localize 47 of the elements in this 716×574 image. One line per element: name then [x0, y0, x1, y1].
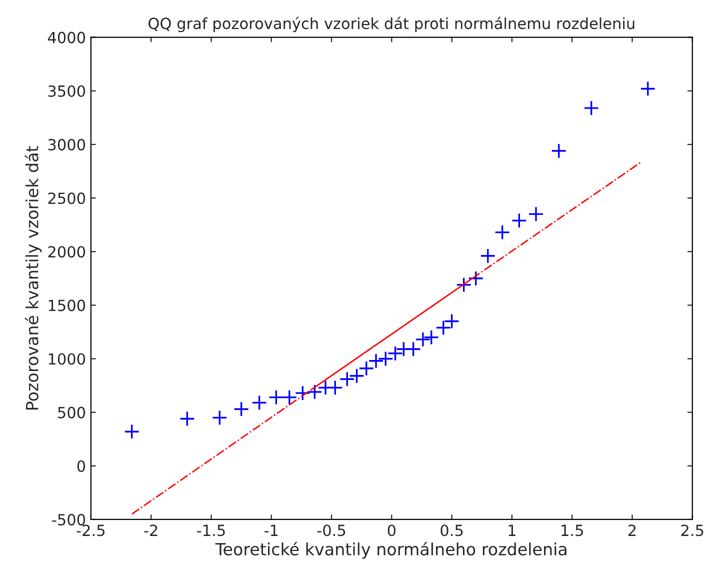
point — [424, 330, 440, 346]
x-tick-label: 0 — [388, 524, 396, 536]
point — [468, 270, 484, 286]
point — [234, 401, 250, 417]
y-tick-label: 4000 — [48, 32, 86, 44]
y-tick-label: 1500 — [48, 300, 86, 312]
x-tick-label: -1.5 — [197, 524, 225, 536]
y-tick-label: 0 — [77, 460, 86, 472]
y-tick-label: -500 — [52, 514, 86, 526]
point — [306, 384, 322, 400]
point — [179, 410, 195, 427]
x-axis-title: Teoretické kvantily normálneho rozdelenia — [215, 542, 566, 559]
point — [268, 390, 284, 406]
x-tick-label: 2 — [628, 524, 636, 536]
point — [327, 380, 343, 396]
x-tick-label: 2.5 — [681, 524, 704, 536]
x-tick-label: -2.5 — [76, 524, 105, 536]
point — [584, 100, 600, 116]
y-axis-title: Pozorované kvantily vzoriek dát — [24, 146, 42, 410]
point — [456, 277, 472, 293]
y-tick-label: 500 — [58, 406, 86, 418]
x-tick-label: -0.5 — [317, 524, 346, 536]
y-tick-label: 2000 — [48, 246, 86, 258]
point — [406, 341, 422, 357]
x-tick-label: 1.5 — [562, 524, 583, 536]
point — [415, 332, 431, 348]
point — [252, 394, 268, 410]
x-tick-label: 1 — [508, 524, 516, 536]
point — [294, 385, 310, 401]
point — [528, 206, 544, 222]
x-tick-label: 0.5 — [440, 524, 463, 536]
y-tick-label: 2500 — [48, 192, 86, 204]
point — [511, 212, 527, 228]
point — [551, 143, 567, 159]
chart-title: QQ graf pozorovaných vzoriek dát proti normálnemu rozdeleniu — [148, 16, 634, 32]
point — [124, 424, 140, 440]
point — [494, 224, 510, 240]
y-tick-label: 1000 — [48, 353, 86, 365]
point — [282, 390, 298, 406]
x-tick-label: -2 — [144, 524, 158, 536]
point — [640, 80, 656, 97]
y-tick-label: 3500 — [48, 85, 86, 97]
point — [480, 248, 496, 264]
y-tick-label: 3000 — [48, 138, 86, 150]
point — [212, 410, 228, 426]
x-tick-label: -1 — [264, 524, 278, 536]
point — [339, 371, 355, 387]
